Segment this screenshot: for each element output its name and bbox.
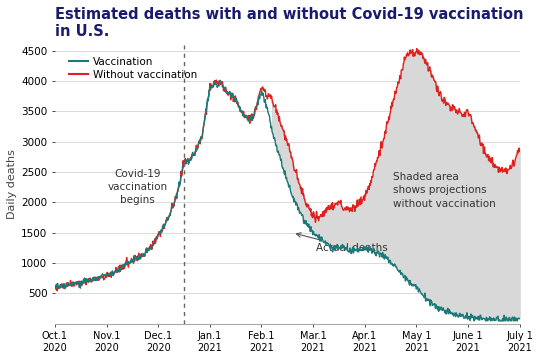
Text: Actual deaths: Actual deaths xyxy=(296,233,388,253)
Text: Covid-19
vaccination
begins: Covid-19 vaccination begins xyxy=(107,169,167,206)
Text: Estimated deaths with and without Covid-19 vaccination
in U.S.: Estimated deaths with and without Covid-… xyxy=(55,7,523,39)
Y-axis label: Daily deaths: Daily deaths xyxy=(7,149,17,219)
Legend: Vaccination, Without vaccination: Vaccination, Without vaccination xyxy=(65,53,201,84)
Text: Shaded area
shows projections
without vaccination: Shaded area shows projections without va… xyxy=(393,172,496,208)
